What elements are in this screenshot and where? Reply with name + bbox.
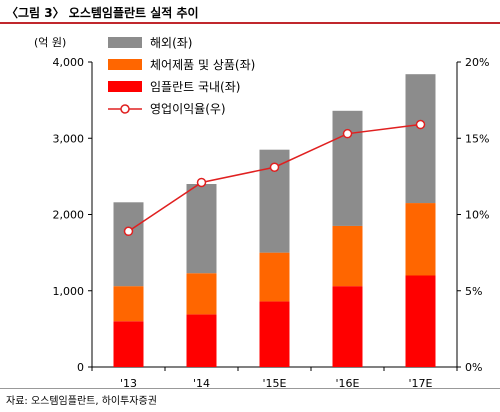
legend-operating-margin-marker: [120, 104, 130, 114]
bar-domestic: [259, 301, 290, 367]
x-tick-label: '13: [120, 377, 137, 390]
x-tick-label: '16E: [336, 377, 360, 390]
legend-overseas-swatch: [108, 37, 142, 48]
left-tick-label: 1,000: [53, 285, 85, 298]
operating-margin-point: [342, 128, 353, 139]
right-tick-label: 0%: [465, 361, 482, 374]
x-tick-label: '14: [193, 377, 210, 390]
source-note: 자료: 오스템임플란트, 하이투자증권: [6, 396, 157, 407]
x-tick-label: '15E: [263, 377, 287, 390]
bar-domestic: [332, 286, 363, 367]
left-tick-label: 0: [77, 361, 84, 374]
bar-domestic: [186, 314, 217, 367]
figure-title: 〈그림 3〉 오스템임플란트 실적 추이: [6, 6, 199, 20]
bar-overseas: [405, 74, 436, 204]
right-tick-label: 10%: [465, 209, 489, 222]
operating-margin-point: [196, 177, 207, 188]
right-tick-label: 20%: [465, 56, 489, 69]
legend-operating-margin-label: 영업이익율(우): [150, 102, 226, 116]
left-tick-label: 4,000: [53, 56, 85, 69]
legend-overseas-label: 해외(좌): [150, 36, 192, 50]
title-rule: [0, 22, 500, 24]
right-tick-label: 5%: [465, 285, 482, 298]
bar-domestic: [113, 321, 144, 367]
bar-domestic: [405, 275, 436, 367]
bar-overseas: [186, 184, 217, 274]
legend-domestic-label: 임플란트 국내(좌): [150, 80, 240, 94]
bar-consumables: [186, 273, 217, 315]
bar-consumables: [113, 286, 144, 322]
left-axis-label: (억 원): [34, 36, 66, 49]
right-tick-label: 15%: [465, 132, 489, 145]
x-tick-label: '17E: [409, 377, 433, 390]
bar-consumables: [405, 203, 436, 276]
bar-consumables: [259, 252, 290, 302]
left-tick-label: 2,000: [53, 209, 85, 222]
source-rule: [0, 388, 500, 389]
operating-margin-point: [415, 119, 426, 130]
legend-consumables-swatch: [108, 59, 142, 70]
left-tick-label: 3,000: [53, 132, 85, 145]
bar-consumables: [332, 225, 363, 287]
legend-domestic-swatch: [108, 81, 142, 92]
legend-consumables-label: 체어제품 및 상품(좌): [150, 58, 255, 72]
operating-margin-point: [269, 162, 280, 172]
bar-overseas: [332, 110, 363, 226]
operating-margin-point: [123, 226, 134, 237]
bar-overseas: [113, 202, 144, 287]
